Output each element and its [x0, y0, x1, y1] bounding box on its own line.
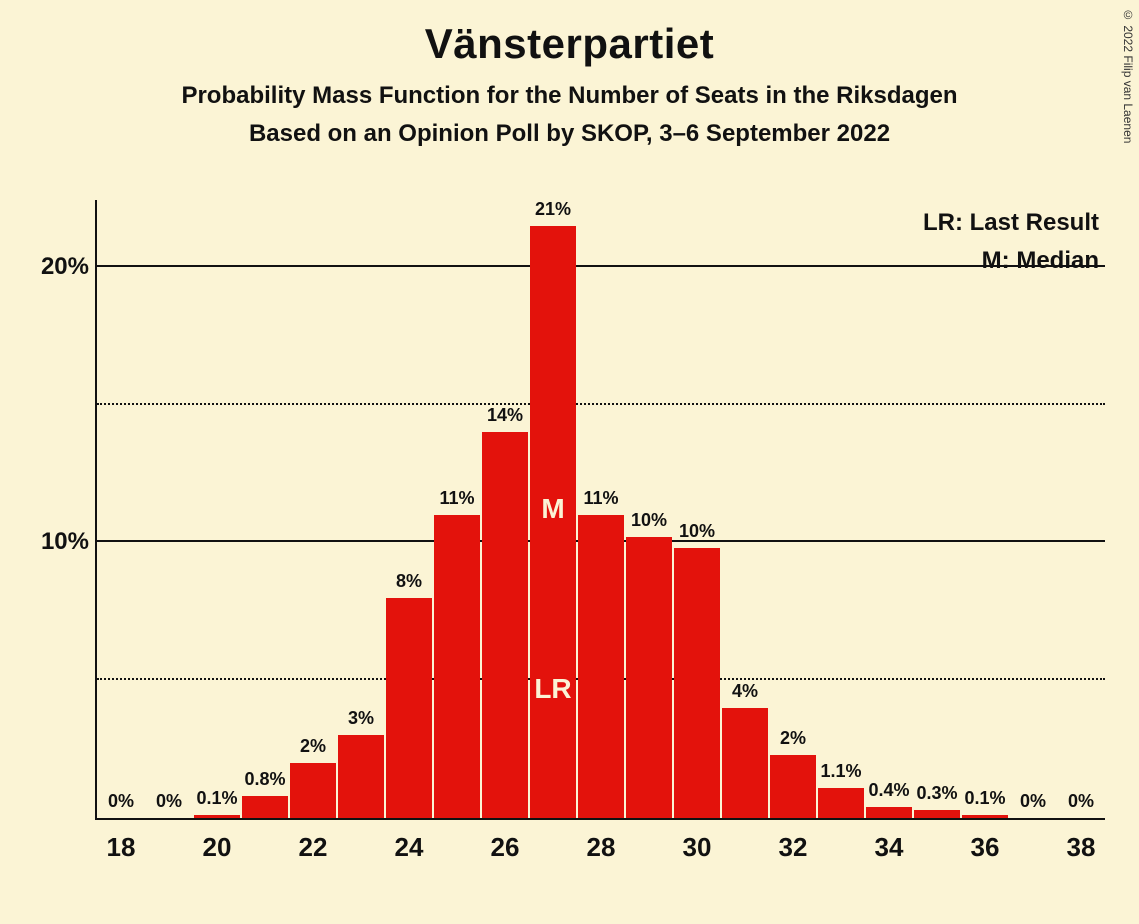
x-tick-18: 18 — [107, 832, 136, 863]
bar-36: 0.1% — [962, 815, 1008, 818]
bar-label-29: 10% — [631, 510, 667, 531]
x-tick-32: 32 — [779, 832, 808, 863]
bar-20: 0.1% — [194, 815, 240, 818]
x-tick-20: 20 — [203, 832, 232, 863]
bar-23: 3% — [338, 735, 384, 818]
bar-25: 11% — [434, 515, 480, 818]
bar-22: 2% — [290, 763, 336, 818]
x-tick-24: 24 — [395, 832, 424, 863]
bar-label-34: 0.4% — [868, 780, 909, 801]
bar-29: 10% — [626, 537, 672, 818]
copyright-label: © 2022 Filip van Laenen — [1121, 8, 1135, 143]
bar-label-27: 21% — [535, 199, 571, 220]
bar-31: 4% — [722, 708, 768, 818]
bar-33: 1.1% — [818, 788, 864, 818]
bar-label-24: 8% — [396, 571, 422, 592]
bar-27: 21%MLR — [530, 226, 576, 818]
bar-24: 8% — [386, 598, 432, 818]
bar-label-19: 0% — [156, 791, 182, 812]
y-tick-10: 10% — [41, 528, 89, 556]
bar-30: 10% — [674, 548, 720, 818]
bar-32: 2% — [770, 755, 816, 818]
bar-28: 11% — [578, 515, 624, 818]
bar-label-38: 0% — [1068, 791, 1094, 812]
bar-label-36: 0.1% — [964, 788, 1005, 809]
x-tick-28: 28 — [587, 832, 616, 863]
bar-label-37: 0% — [1020, 791, 1046, 812]
bar-label-35: 0.3% — [916, 783, 957, 804]
bar-label-25: 11% — [439, 488, 474, 509]
x-tick-26: 26 — [491, 832, 520, 863]
y-tick-20: 20% — [41, 253, 89, 281]
bar-21: 0.8% — [242, 796, 288, 818]
bar-label-31: 4% — [732, 681, 758, 702]
bar-26: 14% — [482, 432, 528, 818]
bar-annot-LR: LR — [534, 673, 571, 705]
bar-label-20: 0.1% — [196, 788, 237, 809]
x-tick-34: 34 — [875, 832, 904, 863]
bars-container: 0%0%0.1%0.8%2%3%8%11%14%21%MLR11%10%10%4… — [97, 200, 1105, 818]
bar-label-33: 1.1% — [820, 761, 861, 782]
bar-label-22: 2% — [300, 736, 326, 757]
x-tick-38: 38 — [1067, 832, 1096, 863]
bar-label-32: 2% — [780, 728, 806, 749]
bar-34: 0.4% — [866, 807, 912, 818]
bar-label-28: 11% — [583, 488, 618, 509]
bar-annot-M: M — [541, 493, 564, 525]
chart-subtitle: Probability Mass Function for the Number… — [0, 82, 1139, 110]
bar-label-18: 0% — [108, 791, 134, 812]
plot-area: LR: Last Result M: Median 10%20% 0%0%0.1… — [95, 200, 1105, 820]
x-tick-22: 22 — [299, 832, 328, 863]
bar-35: 0.3% — [914, 810, 960, 818]
chart-subtitle-2: Based on an Opinion Poll by SKOP, 3–6 Se… — [0, 120, 1139, 148]
bar-label-30: 10% — [679, 521, 715, 542]
bar-label-21: 0.8% — [244, 769, 285, 790]
bar-label-26: 14% — [487, 405, 523, 426]
x-tick-30: 30 — [683, 832, 712, 863]
bar-label-23: 3% — [348, 708, 374, 729]
x-tick-36: 36 — [971, 832, 1000, 863]
chart-title: Vänsterpartiet — [0, 0, 1139, 68]
